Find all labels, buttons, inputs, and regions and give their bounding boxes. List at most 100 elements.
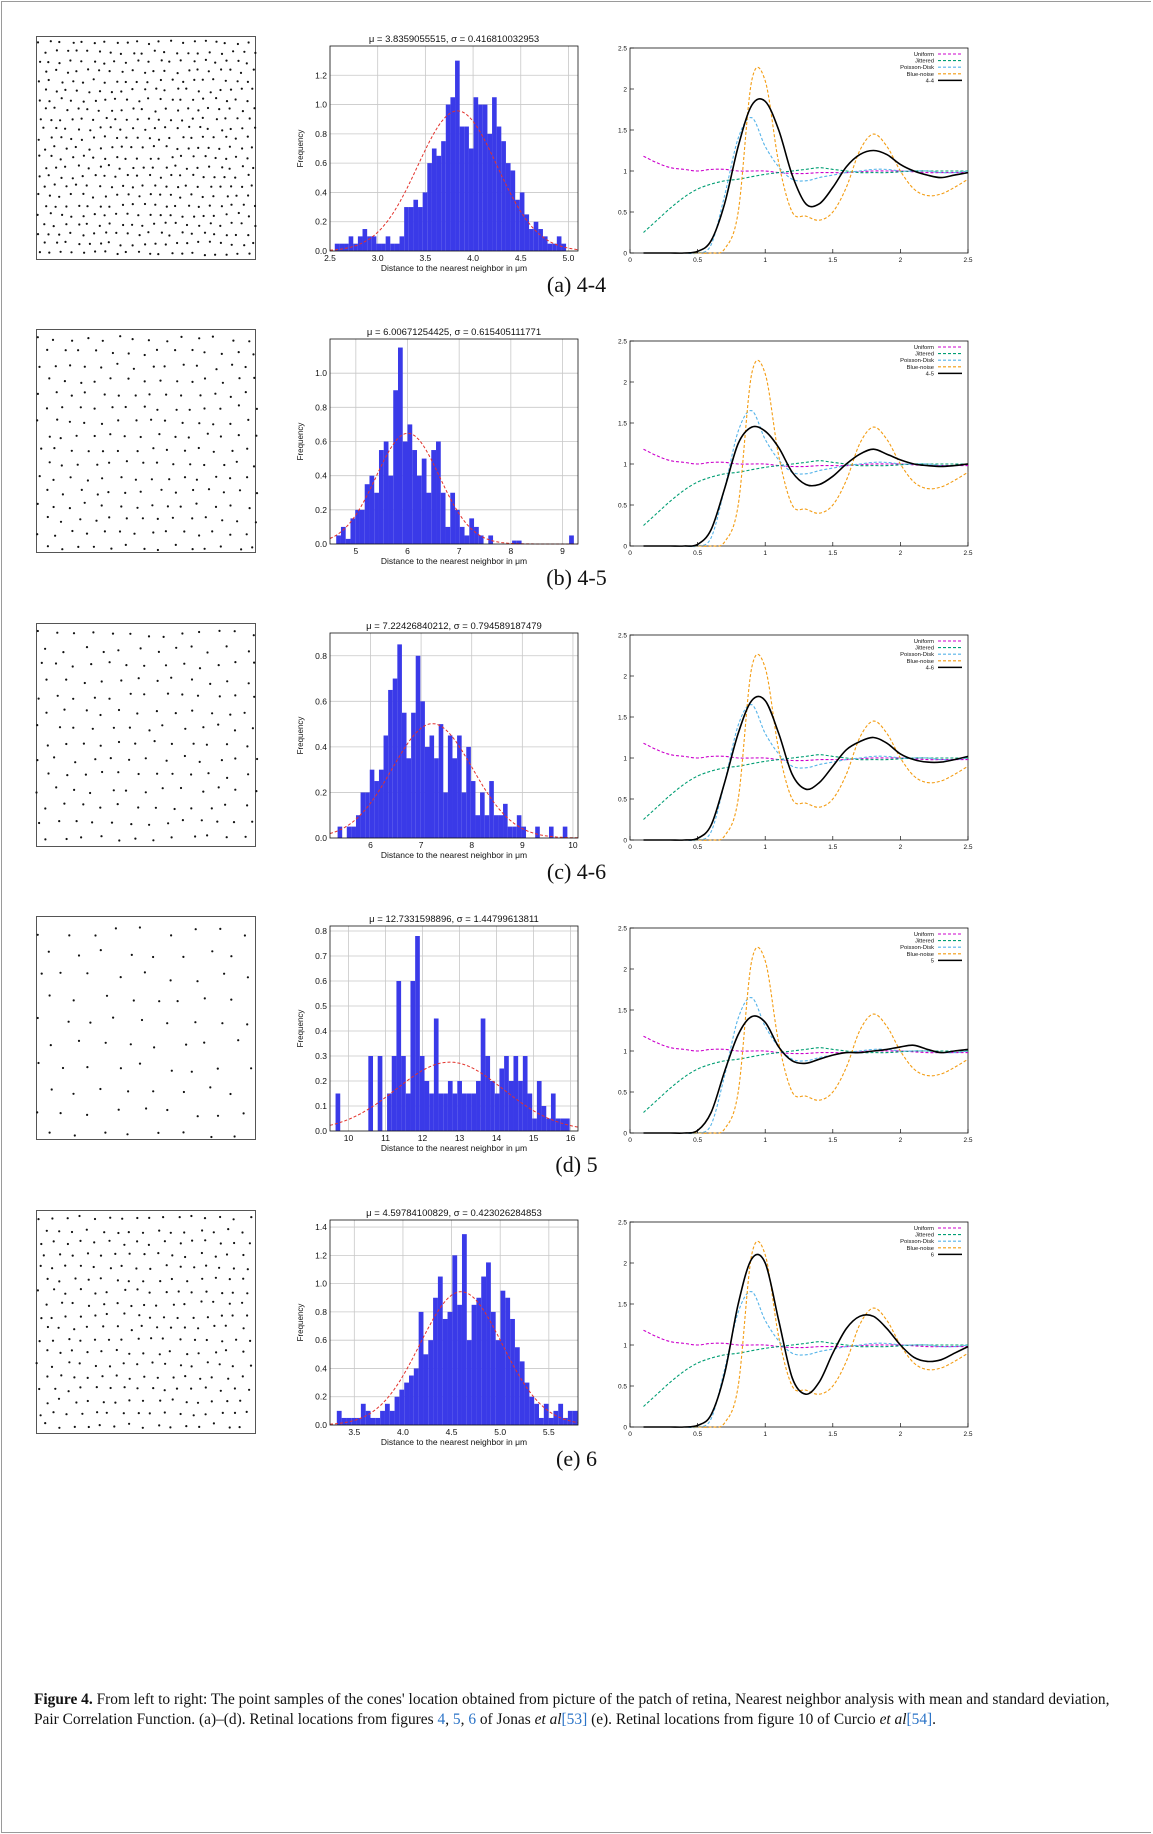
cone-point [71,1254,74,1257]
cone-point [55,68,58,71]
cone-point [147,635,151,638]
cone-point [142,166,145,169]
cone-point [37,697,40,700]
x-tick-label: 11 [381,1133,390,1143]
histogram-bar [527,1093,533,1131]
cone-point [164,243,167,246]
cone-point [179,196,182,199]
legend-label: Uniform [914,932,934,938]
cone-point [179,786,183,790]
cone-point [181,819,184,822]
x-tick-label: 7 [457,546,462,556]
cone-point [144,243,147,246]
cone-point [197,1327,200,1330]
cone-point [203,231,207,234]
cone-point [194,1021,197,1024]
cone-point [221,1292,224,1295]
cone-point [69,99,72,102]
histogram-bar [418,1311,424,1425]
cone-point [185,1425,188,1428]
x-tick-label: 7 [419,840,424,850]
histogram-bar [505,163,511,251]
caption-ref-fig4[interactable]: 4 [437,1711,446,1728]
cone-point [44,148,47,151]
cone-point [141,517,144,520]
cone-point [140,1018,144,1022]
cone-point [79,518,82,521]
cone-point [232,339,235,342]
caption-ref-54[interactable]: [54] [906,1711,933,1728]
cone-point [98,1424,101,1427]
cone-point [246,1023,249,1026]
histogram-bar [370,1417,376,1425]
cone-point [93,213,96,216]
cone-point [153,222,156,225]
cone-point [143,664,146,667]
histogram-bar [423,1354,429,1425]
cone-point [163,365,166,368]
cone-point [198,337,201,340]
histogram-bar [436,441,441,544]
cone-point [66,1217,69,1220]
cone-point [225,1253,229,1256]
cone-point [181,252,184,255]
cone-point [70,215,73,218]
histogram-bar [471,1304,477,1425]
cone-point [82,154,85,157]
cone-point [203,463,206,467]
histogram-bar [413,199,419,251]
caption-ref-53[interactable]: [53] [561,1711,588,1728]
cone-point [174,435,177,438]
cone-point [89,129,92,132]
cone-point [96,1411,99,1414]
cone-point [228,167,231,170]
cone-point [44,107,47,110]
cone-point [210,807,213,810]
histogram-bar [420,701,425,838]
pcf-line-jittered [643,754,968,820]
histogram-bar [567,1410,573,1425]
cone-point [192,173,195,176]
cone-point [71,1301,74,1305]
y-tick-label: 0 [623,544,627,551]
cone-point [229,477,232,480]
cone-point [203,407,206,410]
caption-etal-1: et al [534,1711,562,1728]
cone-point [85,709,88,712]
cone-point [61,1301,64,1304]
caption-ref-fig6[interactable]: 6 [468,1711,477,1728]
y-tick-label: 2.5 [618,926,627,933]
histogram-bar [490,1311,496,1425]
cone-point [105,1291,108,1294]
histogram-bar [335,1093,341,1131]
cone-point [168,478,171,481]
histogram-bar [482,104,488,251]
cone-point [247,194,250,197]
histogram-bar [461,1093,467,1131]
cone-point [46,1375,49,1378]
cone-point [249,1339,252,1342]
cone-point [63,802,66,805]
legend-label: Blue-noise [907,659,934,665]
cone-point [77,164,80,167]
cone-point [209,1086,212,1089]
cone-point [221,129,224,132]
cone-point [203,1041,206,1044]
cone-point [53,756,56,759]
caption-ref-fig5[interactable]: 5 [452,1711,461,1728]
x-tick-label: 4.5 [515,253,527,263]
histogram-bar [542,236,548,251]
cone-point [251,87,254,90]
cone-point [229,1092,232,1096]
cone-point [70,394,73,397]
histogram-bar [380,1410,385,1425]
pcf-line-data [643,1253,969,1428]
cone-point [229,533,232,536]
cone-point [79,406,82,409]
pcf-line-uniform [643,742,968,762]
cone-point [236,80,239,83]
cone-point [88,91,91,94]
histogram-bar [393,390,398,544]
cone-point [72,80,75,83]
cone-point [154,806,157,809]
